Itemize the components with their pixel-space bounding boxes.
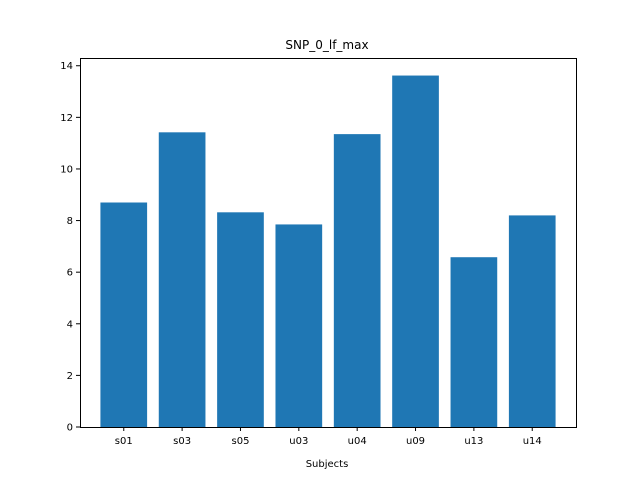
- bar-u04: [333, 134, 381, 427]
- x-tick-label: u03: [289, 436, 308, 447]
- x-tick-label: u09: [406, 436, 425, 447]
- y-tick-label: 14: [60, 61, 73, 72]
- bar-u03: [275, 224, 323, 427]
- y-axis-ticks: 0 2 4 6 8 10 12 14: [60, 61, 80, 434]
- x-tick-label: s05: [232, 436, 250, 447]
- x-axis-label: Subjects: [306, 459, 349, 470]
- bars-group: [100, 75, 556, 428]
- bar-s01: [100, 202, 148, 427]
- y-tick-label: 6: [67, 268, 73, 279]
- y-tick-label: 2: [67, 371, 73, 382]
- x-tick-label: u13: [464, 436, 483, 447]
- bar-u13: [450, 257, 498, 427]
- plot-frame: [80, 58, 577, 428]
- y-tick-label: 0: [67, 423, 73, 434]
- x-tick-label: u04: [348, 436, 367, 447]
- x-axis-ticks: s01 s03 s05 u03 u04 u09 u13 u14: [115, 427, 542, 447]
- bar-s03: [158, 132, 206, 427]
- y-tick-label: 4: [67, 319, 73, 330]
- x-tick-label: u14: [523, 436, 542, 447]
- bar-u14: [508, 215, 556, 427]
- bar-u09: [392, 75, 439, 428]
- bar-s05: [217, 212, 264, 427]
- x-tick-label: s01: [115, 436, 133, 447]
- x-tick-label: s03: [173, 436, 191, 447]
- y-tick-label: 12: [60, 113, 73, 124]
- y-tick-label: 10: [60, 164, 73, 175]
- y-tick-label: 8: [67, 216, 73, 227]
- chart-title: SNP_0_lf_max: [285, 38, 368, 52]
